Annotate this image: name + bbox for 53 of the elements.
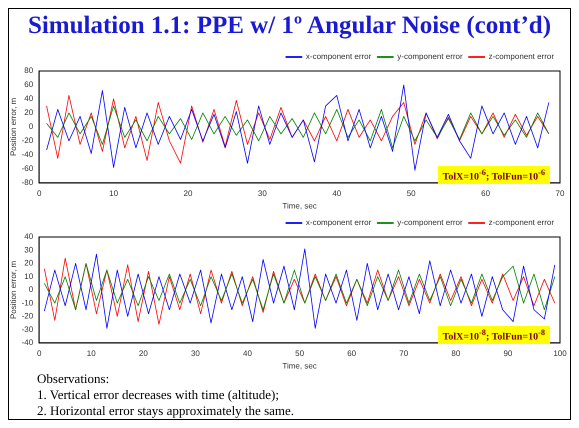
- y-tick-label: 20: [24, 258, 34, 268]
- y-tick-label: 10: [24, 272, 34, 281]
- x-tick-label: 70: [556, 188, 565, 198]
- x-tick-label: 80: [451, 348, 461, 358]
- y-tick-label: 0: [28, 122, 34, 132]
- y-tick-label: -80: [22, 178, 34, 188]
- y-tick-label: 0: [28, 285, 34, 294]
- x-tick-label: 90: [503, 348, 513, 358]
- y-tick-label: -60: [22, 164, 34, 174]
- x-tick-label: 70: [399, 348, 409, 358]
- x-tick-label: 30: [190, 348, 200, 358]
- y-tick-label: -20: [22, 312, 34, 321]
- x-tick-label: 0: [36, 188, 42, 198]
- x-tick-label: 30: [258, 188, 268, 198]
- annotation: TolX=10$^{-8}$; TolFun=10$^{-8}$: [438, 326, 550, 344]
- x-tick-label: 60: [347, 348, 357, 358]
- x-tick-label: 10: [109, 188, 119, 198]
- legend-label: y-component error: [397, 218, 463, 228]
- text: Observations:: [37, 371, 110, 387]
- x-tick-label: 50: [295, 348, 305, 358]
- y-tick-label: -10: [22, 298, 34, 308]
- y-axis-title: Position error, m: [9, 97, 18, 156]
- x-tick-label: 20: [138, 348, 148, 358]
- x-tick-label: 40: [332, 188, 342, 198]
- y-axis-title: Position error, m: [9, 260, 18, 320]
- y-tick-label: -40: [22, 338, 34, 348]
- y-tick-label: -40: [22, 150, 34, 160]
- chart-title: Simulation 1.1: PPE w/ 1º Angular Noise (cont’d): [26, 11, 552, 41]
- x-axis-title: Time, sec: [282, 361, 317, 370]
- legend-label: y-component error: [397, 52, 463, 62]
- y-tick-label: 20: [24, 108, 34, 118]
- y-tick-label: -20: [22, 136, 34, 146]
- x-tick-label: 100: [553, 348, 568, 358]
- x-tick-label: 10: [86, 348, 96, 358]
- x-tick-label: 60: [481, 188, 491, 198]
- annotation: TolX=10$^{-6}$; TolFun=10$^{-6}$: [438, 166, 550, 184]
- y-tick-label: 40: [24, 232, 34, 242]
- legend-label: z-component error: [488, 218, 554, 228]
- text: 2. Horizontal error stays approximately the same.: [37, 403, 296, 419]
- x-tick-label: 0: [36, 348, 42, 358]
- y-tick-label: 40: [24, 94, 34, 104]
- x-tick-label: 40: [243, 348, 252, 358]
- y-tick-label: 80: [24, 66, 34, 76]
- text: 1. Vertical error decreases with time (altitude);: [37, 387, 280, 403]
- legend-label: x-component error: [306, 52, 372, 62]
- x-tick-label: 50: [406, 188, 416, 198]
- legend-label: x-component error: [306, 218, 372, 228]
- y-tick-label: 30: [24, 245, 34, 254]
- y-tick-label: -30: [22, 324, 34, 334]
- y-tick-label: 60: [24, 80, 34, 90]
- legend-label: z-component error: [488, 52, 554, 62]
- x-axis-title: Time, sec: [282, 201, 317, 210]
- x-tick-label: 20: [184, 188, 193, 198]
